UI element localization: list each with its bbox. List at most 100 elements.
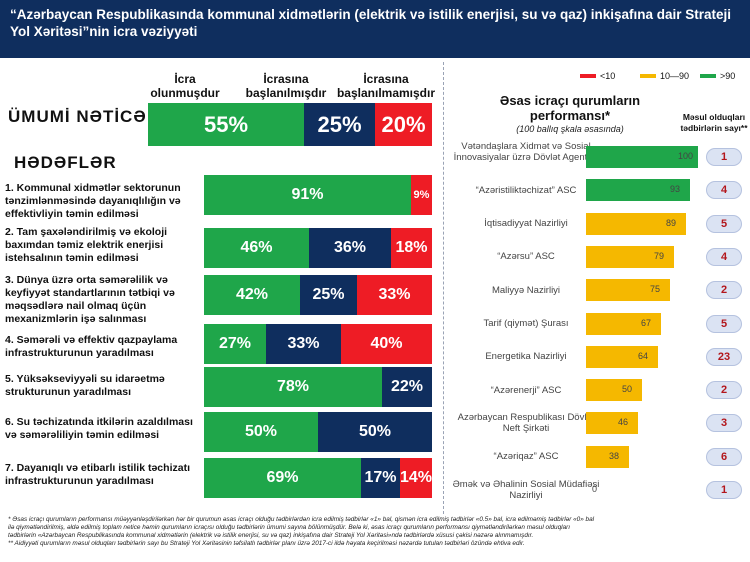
segment-not-started: 40% [341, 324, 432, 364]
measures-count-badge: 4 [706, 247, 742, 266]
segment-not-started: 20% [375, 103, 432, 146]
measures-count-badge: 1 [706, 481, 742, 499]
measures-count-badge: 1 [706, 148, 742, 166]
performance-title: Əsas icraçı qurumların performansı* [470, 93, 670, 123]
col-header-not-started-line2: başlanılmamışdır [336, 86, 436, 100]
segment-started: 25% [304, 103, 375, 146]
col-header-started: İcrasına başlanılmışdır [236, 72, 336, 100]
measures-count-badge: 4 [706, 181, 742, 200]
col-header-done-line1: İcra [174, 72, 196, 86]
goal-bar: 69% 17% 14% [204, 458, 432, 498]
segment-not-started: 33% [357, 275, 432, 315]
segment-not-started: 14% [400, 458, 432, 498]
segment-done: 55% [148, 103, 304, 146]
entity-label: Energetika Nazirliyi [485, 351, 567, 363]
footnote-line: * Əsas icraçı qurumların performansı müə… [8, 516, 595, 523]
measures-count-badge: 5 [706, 314, 742, 333]
measures-count-badge: 5 [706, 214, 742, 233]
performance-value: 38 [609, 450, 620, 461]
overall-result-label: ÜMUMİ NƏTİCƏ [8, 107, 147, 126]
goal-label: 6. Su təchizatında itkilərin azaldılması… [5, 416, 193, 441]
performance-bar [586, 312, 661, 335]
performance-bar [586, 245, 674, 268]
header-title-line1: “Azərbaycan Respublikasında kommunal xid… [10, 7, 732, 22]
legend-swatch [640, 74, 656, 78]
performance-bar [586, 445, 629, 468]
performance-bar [586, 279, 670, 302]
performance-bar [586, 146, 698, 168]
segment-done: 91% [204, 175, 411, 215]
entity-label: “Azəristiliktəchizat” ASC [475, 184, 577, 196]
footnote-line: tədbirlərin «Azərbaycan Respublikasında … [8, 532, 534, 539]
page-header: “Azərbaycan Respublikasında kommunal xid… [0, 0, 750, 58]
performance-value: 79 [654, 250, 665, 261]
header-title-line2: Yol Xəritəsi”nin icra vəziyyəti [10, 24, 198, 39]
goal-label: 7. Dayanıqlı və etibarlı istilik təchiza… [5, 462, 190, 487]
performance-bar [586, 212, 686, 235]
performance-value: 0 [592, 484, 598, 494]
goal-bar: 27% 33% 40% [204, 324, 432, 364]
goal-bar: 78% 22% [204, 367, 432, 407]
performance-value: 46 [618, 417, 629, 428]
entity-label: “Azərsu” ASC [497, 251, 555, 263]
segment-not-started: 9% [411, 175, 432, 215]
goal-label: 4. Səmərəli və effektiv qazpaylama infra… [5, 334, 178, 359]
goal-label: 3. Dünya üzrə orta səmərəlilik və keyfiy… [5, 274, 175, 325]
performance-value: 89 [666, 217, 677, 228]
measures-count-badge: 3 [706, 414, 742, 433]
overall-result-bar: 55% 25% 20% [148, 103, 432, 146]
segment-done: 50% [204, 412, 318, 452]
goals-heading: HƏDƏFLƏR [14, 153, 117, 172]
segment-started: 50% [318, 412, 432, 452]
performance-bar [586, 412, 638, 435]
performance-value: 50 [622, 384, 633, 395]
entity-label: “Azərenerji” ASC [490, 384, 562, 396]
goal-bar: 50% 50% [204, 412, 432, 452]
measures-count-badge: 6 [706, 447, 742, 466]
segment-started: 17% [361, 458, 400, 498]
entity-label: Əmək və Əhalinin Sosial Müdafiəsi Nazirl… [452, 479, 600, 501]
entity-label: Maliyyə Nazirliyi [491, 284, 561, 296]
goal-label: 5. Yüksəkseviyyəli su idarəetmə struktur… [5, 373, 165, 398]
goal-bar: 46% 36% 18% [204, 228, 432, 268]
goal-label: 2. Tam şaxələndirilmiş və ekoloji baxımd… [5, 226, 168, 264]
performance-value: 64 [638, 350, 649, 361]
goal-label: 1. Kommunal xidmətlər sektorunun tənziml… [5, 182, 181, 220]
footnotes: * Əsas icraçı qurumların performansı müə… [8, 516, 744, 548]
section-divider [443, 62, 444, 514]
col-header-started-line2: başlanılmışdır [245, 86, 327, 100]
performance-value: 93 [670, 184, 681, 195]
performance-value: 75 [650, 284, 661, 295]
measures-count-badge: 2 [706, 381, 742, 400]
goal-bar: 42% 25% 33% [204, 275, 432, 315]
segment-started: 36% [309, 228, 391, 268]
legend-label: <10 [600, 71, 616, 81]
legend-swatch [700, 74, 716, 78]
segment-done: 69% [204, 458, 361, 498]
measures-header-line2: tədbirlərin sayı** [680, 123, 748, 133]
legend-label: 10—90 [660, 71, 690, 81]
footnote-line: ** Aidiyyəti qurumların məsul olduqları … [8, 540, 525, 547]
segment-done: 42% [204, 275, 300, 315]
performance-subtitle: (100 ballıq şkala əsasında) [516, 124, 624, 134]
performance-title-line2: performansı* [529, 108, 611, 123]
legend-swatch [580, 74, 596, 78]
entity-label: Vətəndaşlara Xidmət və Sosial İnnovasiya… [453, 140, 599, 163]
measures-count-badge: 2 [706, 281, 742, 300]
performance-title-line1: Əsas icraçı qurumların [499, 93, 641, 108]
col-header-done: İcra olunmuşdur [150, 72, 220, 100]
measures-header-line1: Məsul olduqları [682, 112, 746, 122]
performance-value: 67 [641, 317, 652, 328]
segment-not-started: 18% [391, 228, 432, 268]
performance-bar [586, 179, 690, 202]
segment-started: 22% [382, 367, 432, 407]
measures-count-header: Məsul olduqları tədbirlərin sayı** [678, 112, 750, 134]
performance-bar [586, 345, 658, 368]
col-header-started-line1: İcrasına [263, 72, 309, 86]
col-header-not-started-line1: İcrasına [363, 72, 409, 86]
entity-label: Azərbaycan Respublikası Dövlət Neft Şirk… [457, 412, 595, 435]
segment-done: 27% [204, 324, 266, 364]
col-header-done-line2: olunmuşdur [150, 86, 220, 100]
measures-count-badge: 23 [706, 347, 742, 366]
segment-started: 25% [300, 275, 357, 315]
